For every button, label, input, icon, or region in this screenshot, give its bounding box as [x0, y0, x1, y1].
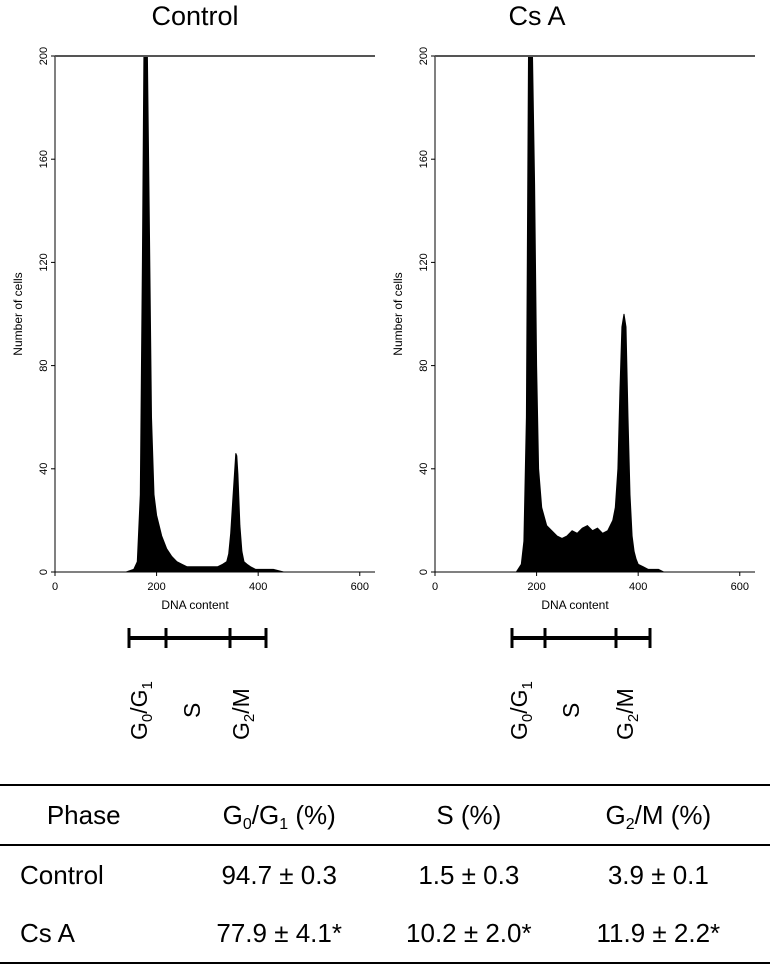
cell-g0g1: 77.9 ± 4.1*: [216, 917, 342, 948]
phase-label-0: G0/G1: [126, 681, 156, 740]
x-tick-label: 600: [731, 581, 749, 593]
cell-g2m: 3.9 ± 0.1: [607, 859, 709, 890]
header-g0g1: G0/G1 (%): [222, 799, 336, 833]
row-label: Control: [20, 859, 104, 890]
cell-s: 1.5 ± 0.3: [418, 859, 520, 890]
chart-title-csa: Cs A: [508, 1, 566, 31]
phase-label-0: G0/G1: [506, 681, 536, 740]
phase-label-1: S: [558, 703, 584, 718]
cell-g0g1: 94.7 ± 0.3: [221, 859, 337, 890]
header-phase: Phase: [46, 799, 121, 830]
phase-label-2: G2/M: [228, 688, 258, 740]
phase-label-1: S: [179, 703, 205, 718]
y-tick-label: 160: [418, 150, 430, 168]
y-tick-label: 120: [418, 253, 430, 271]
x-tick-label: 0: [432, 581, 438, 593]
header-g2m: G2/M (%): [605, 799, 712, 833]
x-axis-label: DNA content: [161, 598, 229, 612]
table-header-row: Phase G0/G1 (%) S (%) G2/M (%): [0, 785, 770, 845]
row-label: Cs A: [20, 917, 75, 948]
y-tick-label: 0: [418, 569, 430, 575]
cell-s: 10.2 ± 2.0*: [406, 917, 532, 948]
chart-title-control: Control: [151, 1, 239, 31]
y-axis-label: Number of cells: [11, 272, 25, 355]
y-tick-label: 0: [38, 569, 50, 575]
phase-label-2: G2/M: [612, 688, 642, 740]
x-axis-label: DNA content: [541, 598, 609, 612]
y-tick-label: 80: [418, 359, 430, 371]
y-tick-label: 200: [38, 47, 50, 65]
y-axis-label: Number of cells: [391, 272, 405, 355]
histogram-control: [125, 55, 284, 573]
y-tick-label: 160: [38, 150, 50, 168]
y-tick-label: 120: [38, 253, 50, 271]
x-tick-label: 0: [52, 581, 58, 593]
y-tick-label: 80: [38, 359, 50, 371]
table-row: Cs A 77.9 ± 4.1* 10.2 ± 2.0* 11.9 ± 2.2*: [0, 904, 770, 963]
x-tick-label: 400: [629, 581, 647, 593]
x-tick-label: 400: [249, 581, 267, 593]
cell-cycle-table: Phase G0/G1 (%) S (%) G2/M (%) Control 9…: [0, 784, 770, 964]
y-tick-label: 40: [418, 463, 430, 475]
x-tick-label: 200: [147, 581, 165, 593]
cell-g2m: 11.9 ± 2.2*: [596, 917, 721, 948]
y-tick-label: 40: [38, 463, 50, 475]
header-s: S (%): [436, 799, 502, 830]
x-tick-label: 600: [351, 581, 369, 593]
y-tick-label: 200: [418, 47, 430, 65]
table-row: Control 94.7 ± 0.3 1.5 ± 0.3 3.9 ± 0.1: [0, 845, 770, 904]
x-tick-label: 200: [527, 581, 545, 593]
histogram-csa: [515, 55, 664, 573]
